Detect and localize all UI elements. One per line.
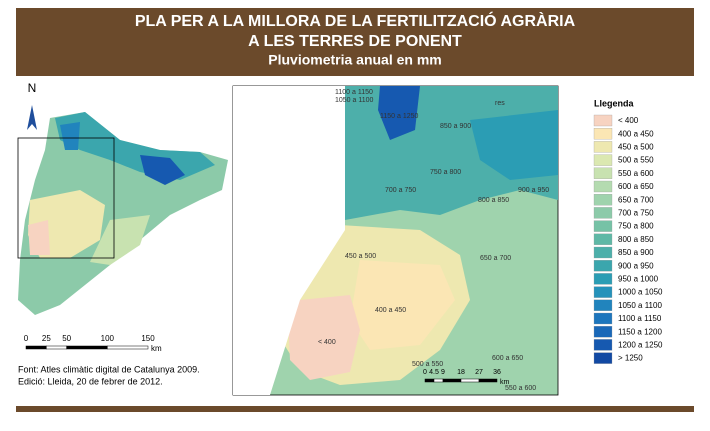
scale-segment [460,378,480,383]
scale-label: 50 [62,334,71,343]
legend-swatch [593,154,613,166]
legend-swatch [593,299,613,311]
legend-swatch [593,167,613,179]
source: Font: Atles climàtic digital de Cataluny… [18,364,200,374]
legend-label: 400 a 450 [618,129,654,138]
legend-label: 1200 a 1250 [618,341,663,350]
scale-unit: km [500,379,510,386]
map-label: 600 a 650 [492,355,523,362]
source: Edició: Lleida, 20 de febrer de 2012. [18,376,163,386]
scale-label: 4.5 [429,369,439,376]
legend-swatch [593,260,613,272]
legend-swatch [593,286,613,298]
legend-label: 900 a 950 [618,261,654,270]
legend-swatch [593,141,613,153]
north-label: N [28,81,37,95]
map-label: 650 a 700 [480,255,511,262]
legend-swatch [593,180,613,193]
legend-label: 850 a 900 [618,248,654,257]
map-label: 700 a 750 [385,187,416,194]
scale-segment [107,345,149,350]
map-label: 450 a 500 [345,253,376,260]
legend-label: 950 a 1000 [618,275,659,284]
legend-swatch [593,312,613,325]
legend-label: 650 a 700 [618,195,654,204]
scale-label: 36 [493,369,501,376]
scale-segment [25,345,47,350]
north-arrow [27,105,37,130]
legend-label: 550 a 600 [618,169,654,178]
legend-label: 700 a 750 [618,209,654,218]
scale-segment [433,378,444,383]
map-label: 800 a 850 [478,197,509,204]
scale-label: 150 [141,334,155,343]
legend-swatch [593,246,613,259]
legend-swatch [593,326,613,338]
legend-label: 1050 a 1100 [618,301,662,310]
subtitle: Pluviometria anual en mm [268,52,442,68]
map-label: 1100 a 1150 [335,89,373,96]
legend-swatch [593,207,613,219]
scale-unit: km [151,344,162,353]
scale-segment [442,378,462,383]
inset-map [232,85,559,396]
map-label: 750 a 800 [430,169,461,176]
footer-band [16,406,694,412]
scale-label: 100 [101,334,115,343]
scale-label: 27 [475,369,483,376]
title: PLA PER A LA MILLORA DE LA FERTILITZACIÓ… [135,11,576,30]
header-band [16,8,694,76]
map-label: 900 a 950 [518,187,549,194]
inset-scale: 0 4.5 9 18 27 36 km [423,369,509,386]
overview-map [17,112,228,315]
scale-segment [478,378,498,383]
map-label: 500 a 550 [412,361,443,368]
map-label: 1050 a 1100 [335,97,374,104]
legend: Llegenda < 400 400 a 450 450 a 500 500 a 55… [593,98,663,364]
scale-label: 0 [423,369,427,376]
legend-label: 600 a 650 [618,182,654,191]
legend-swatch [593,233,613,245]
legend-label: < 400 [618,116,639,125]
legend-swatch [593,273,613,285]
legend-label: 1150 a 1200 [618,327,662,336]
scale-segment [424,378,435,383]
map-label: 1150 a 1250 [380,113,419,120]
map-label: 850 a 900 [440,123,471,130]
legend-label: 450 a 500 [618,143,654,152]
map-label: res [495,100,505,107]
title: A LES TERRES DE PONENT [248,33,462,50]
legend-label: 800 a 850 [618,235,654,244]
map-label: 400 a 450 [375,307,406,314]
legend-swatch [593,339,613,351]
legend-swatch [593,352,613,364]
legend-swatch [593,114,613,127]
map-label: 550 a 600 [505,385,536,392]
legend-swatch [593,128,613,140]
scale-label: 9 [441,369,445,376]
legend-label: 500 a 550 [618,156,654,165]
legend-swatch [593,220,613,232]
scale-label: 18 [457,369,465,376]
legend-label: 1000 a 1050 [618,288,663,297]
legend-label: 1100 a 1150 [618,314,662,323]
scale-segment [66,345,108,350]
legend-label: > 1250 [618,354,643,363]
legend-swatch [593,194,613,206]
legend-title: Llegenda [594,98,635,108]
map-label: < 400 [318,339,336,346]
scale-segment [46,345,67,350]
scale-label: 25 [42,334,51,343]
scale-label: 0 [24,334,29,343]
legend-label: 750 a 800 [618,222,654,231]
